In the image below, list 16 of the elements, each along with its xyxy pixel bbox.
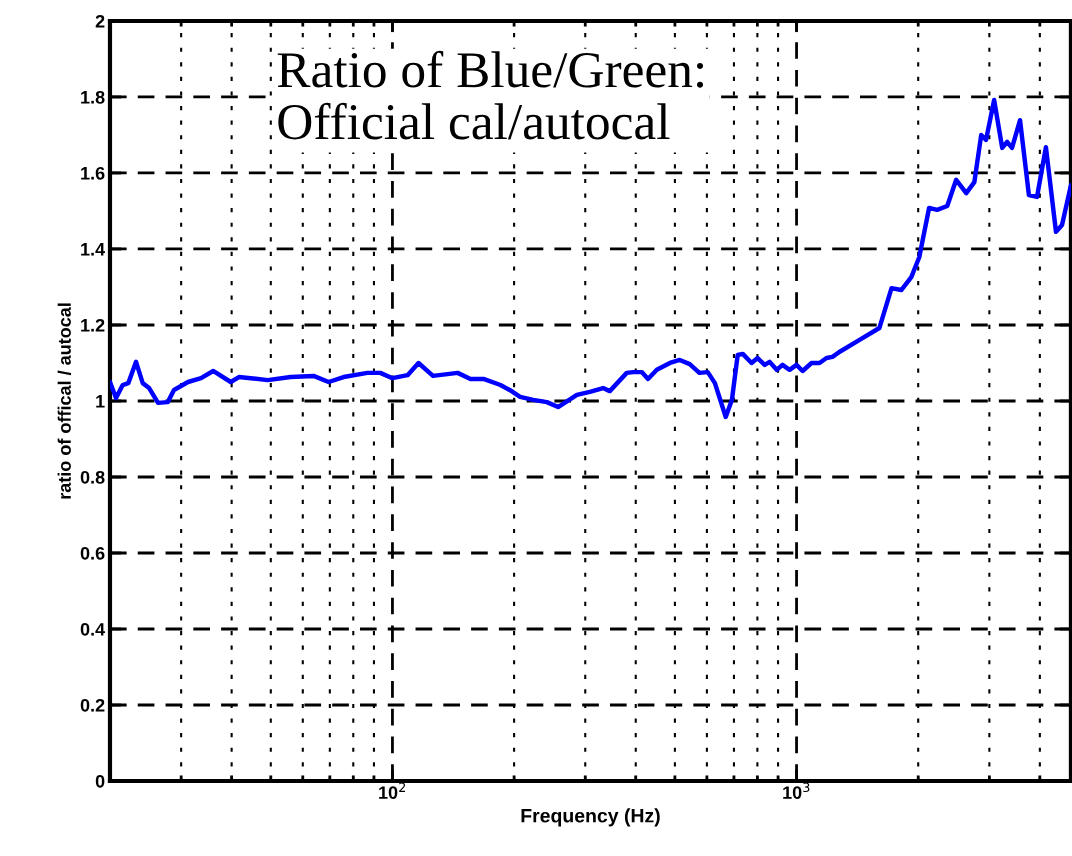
x-tick-label: 10$^{3}$ [783, 782, 810, 799]
y-tick-label: 2 [95, 14, 105, 28]
y-tick-label: 1.8 [81, 90, 105, 104]
y-tick-label: 0 [95, 774, 105, 788]
y-tick-label: 0.6 [80, 546, 105, 560]
x-axis-title: Frequency (Hz) [521, 808, 660, 827]
y-tick-label: 1 [96, 395, 105, 408]
y-tick-label: 0.4 [80, 622, 106, 636]
y-tick-label: 1.2 [81, 318, 105, 332]
y-tick-label: 1.4 [81, 243, 106, 256]
x-tick-label: 10$^{2}$ [379, 782, 406, 799]
y-tick-label: 1.6 [81, 166, 105, 180]
y-axis-title: ratio of offical / autocal [57, 303, 72, 499]
y-tick-label: 0.8 [80, 470, 105, 484]
annotation: Ratio of Blue/Green: Official cal/autocal [277, 50, 704, 140]
y-tick-label: 0.2 [80, 698, 105, 712]
